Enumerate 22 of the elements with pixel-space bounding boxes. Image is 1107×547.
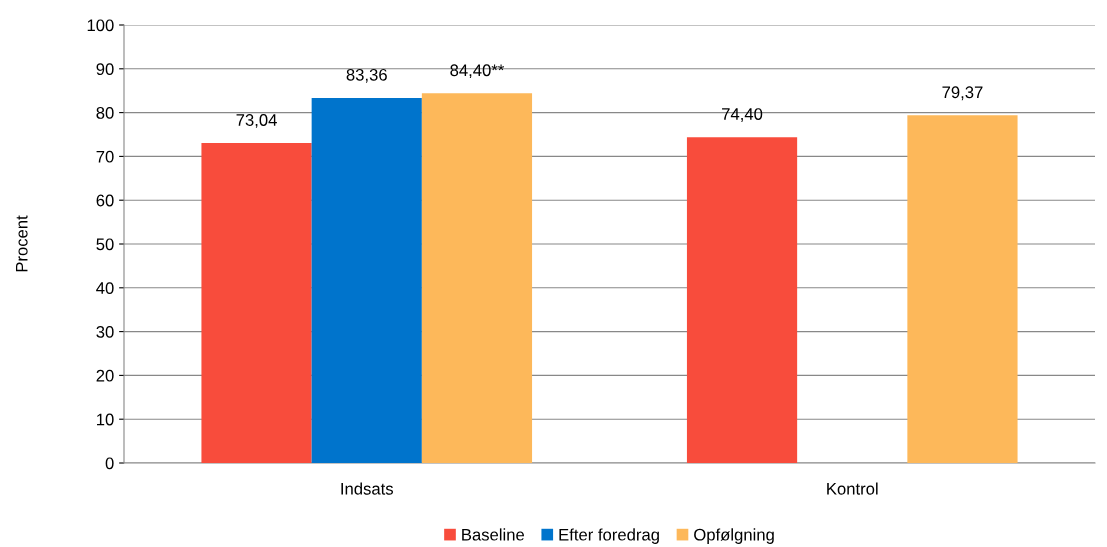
- y-axis-title: Procent: [15, 215, 28, 272]
- y-tick-label: 10: [97, 413, 114, 426]
- y-tick-label: 100: [87, 19, 114, 32]
- legend-label: Efter foredrag: [559, 528, 659, 544]
- y-tick-label: 0: [105, 457, 114, 470]
- y-tick-label: 60: [96, 194, 114, 207]
- data-label: 73,04: [236, 114, 277, 128]
- y-tick-label: 90: [96, 63, 114, 75]
- y-tick-label: 80: [96, 107, 114, 119]
- y-tick-label: 50: [96, 238, 114, 251]
- y-tick-label: 30: [96, 326, 114, 338]
- data-label: 74,40: [722, 108, 763, 122]
- y-tick-label: 70: [96, 150, 114, 163]
- y-tick-label: 20: [96, 369, 114, 382]
- x-tick-label: Kontrol: [827, 482, 878, 495]
- y-tick-label: 40: [96, 282, 114, 294]
- x-tick-label: Indsats: [341, 482, 394, 495]
- legend-label: Baseline: [462, 528, 525, 541]
- legend-label: Opfølgning: [694, 528, 774, 544]
- data-label: 79,37: [942, 86, 983, 101]
- data-label: 84,40**: [450, 64, 505, 79]
- data-label: 83,36: [346, 68, 387, 83]
